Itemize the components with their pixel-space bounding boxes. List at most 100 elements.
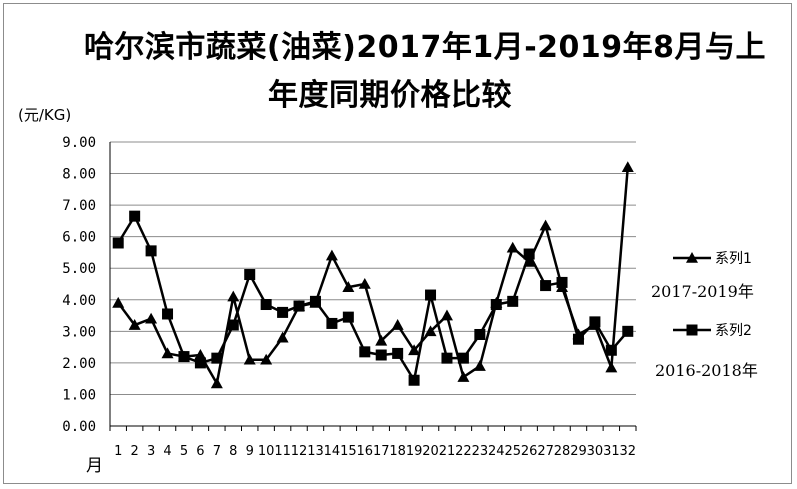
chart-frame [3,3,792,484]
series-2-point [589,316,601,328]
x-tick-label: 5 [180,444,188,459]
series-1-point [358,278,371,289]
series-1-point [145,312,158,324]
series-2-point [162,308,174,320]
x-tick-label: 8 [229,444,237,459]
series-1-point [194,349,207,360]
y-tick-label: 5.00 [62,261,96,277]
x-tick-label: 22 [455,444,472,459]
series-1-point [260,353,273,365]
x-tick-label: 14 [324,444,341,459]
series-1-point [325,249,338,261]
x-tick-label: 18 [389,444,406,459]
series-2-point [572,333,584,345]
legend-marker [686,252,698,263]
x-tick-label: 11 [274,444,291,459]
series-2-point [227,319,239,331]
series-2-point [490,299,502,311]
series-2-point [211,352,223,364]
series-2-point [342,311,354,323]
x-tick-label: 6 [196,444,204,459]
x-tick-label: 12 [291,444,308,459]
series-1-point [440,309,453,321]
series-1-point [391,319,404,330]
x-tick-label: 3 [147,444,155,459]
x-tick-label: 26 [521,444,538,459]
series-1-line [117,167,630,385]
series-1-point [227,290,240,302]
series-2-point [359,346,371,358]
series-1-point [473,360,486,371]
series-2-point [392,347,404,359]
y-tick-label: 7.00 [62,198,96,214]
series-2-point [260,299,272,311]
legend-marker [686,324,698,336]
x-tick-label: 10 [258,444,275,459]
x-tick-label: 23 [472,444,489,459]
y-tick-label: 1.00 [62,387,96,403]
x-tick-label: 17 [373,444,390,459]
x-tick-label: 7 [213,444,221,459]
x-axis-label: 月 [86,456,103,476]
series-2-point [556,276,568,288]
series-1-point [621,161,634,173]
series-2-point [145,245,157,257]
series-2-point [457,352,469,364]
x-tick-label: 25 [504,444,521,459]
y-tick-label: 2.00 [62,356,96,372]
y-tick-label: 8.00 [62,167,96,183]
series-1-point [539,219,552,231]
x-tick-label: 4 [163,444,171,459]
series-2-point [326,317,338,329]
series-1-point [112,296,125,308]
legend-label: 系列2 [715,323,752,339]
x-tick-label: 2 [131,444,139,459]
x-tick-label: 21 [439,444,456,459]
x-tick-label: 9 [246,444,254,459]
series-2-point [425,289,437,301]
series-2-point [507,295,519,307]
x-tick-label: 32 [620,444,637,459]
series-2-point [375,349,387,361]
x-tick-label: 20 [422,444,439,459]
series-2-point [309,295,321,307]
x-tick-label: 24 [488,444,505,459]
series-1-point [161,347,174,359]
y-tick-label: 4.00 [62,293,96,309]
chart-title-line2: 年度同期价格比较 [268,78,512,113]
x-tick-label: 13 [307,444,324,459]
x-tick-label: 19 [406,444,423,459]
series-2-point [622,325,634,337]
x-tick-label: 15 [340,444,357,459]
series-2-point [441,352,453,364]
series-1-point [128,319,141,330]
x-tick-label: 30 [587,444,604,459]
legend-item-1: 系列1 [673,251,752,267]
x-tick-label: 31 [603,444,620,459]
series-2-point [178,351,190,363]
series-1-point [276,331,289,343]
series-2-point [277,306,289,318]
x-tick-label: 29 [570,444,587,459]
x-tick-label: 1 [114,444,122,459]
y-axis-unit-label: (元/KG) [18,106,72,124]
series-2-point [474,328,486,340]
y-tick-label: 3.00 [62,324,96,340]
series-1-point [605,361,618,373]
series-2-point [523,248,535,260]
series-2-point [194,357,206,369]
series-2-point [408,374,420,386]
series-2-point [540,280,552,292]
series-1-point [457,371,470,382]
legend-label: 系列1 [715,251,752,267]
series-1-point [342,281,355,292]
y-tick-label: 0.00 [62,419,96,435]
x-tick-label: 16 [357,444,374,459]
series-2-point [244,269,256,281]
series-1-point [424,325,437,337]
series-1-point [375,334,388,346]
y-tick-label: 9.00 [62,135,96,151]
legend-item-2: 系列2 [673,323,752,339]
series-2-point [129,210,141,222]
